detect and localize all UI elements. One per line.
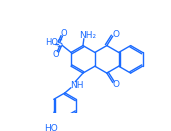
Text: HO: HO bbox=[44, 124, 58, 131]
Text: O: O bbox=[61, 29, 68, 38]
Text: HO: HO bbox=[45, 39, 58, 48]
Text: O: O bbox=[52, 50, 59, 59]
Text: NH: NH bbox=[70, 81, 84, 90]
Text: S: S bbox=[57, 39, 63, 49]
Text: NH₂: NH₂ bbox=[79, 31, 96, 40]
Text: O: O bbox=[113, 80, 120, 89]
Text: O: O bbox=[113, 30, 120, 39]
